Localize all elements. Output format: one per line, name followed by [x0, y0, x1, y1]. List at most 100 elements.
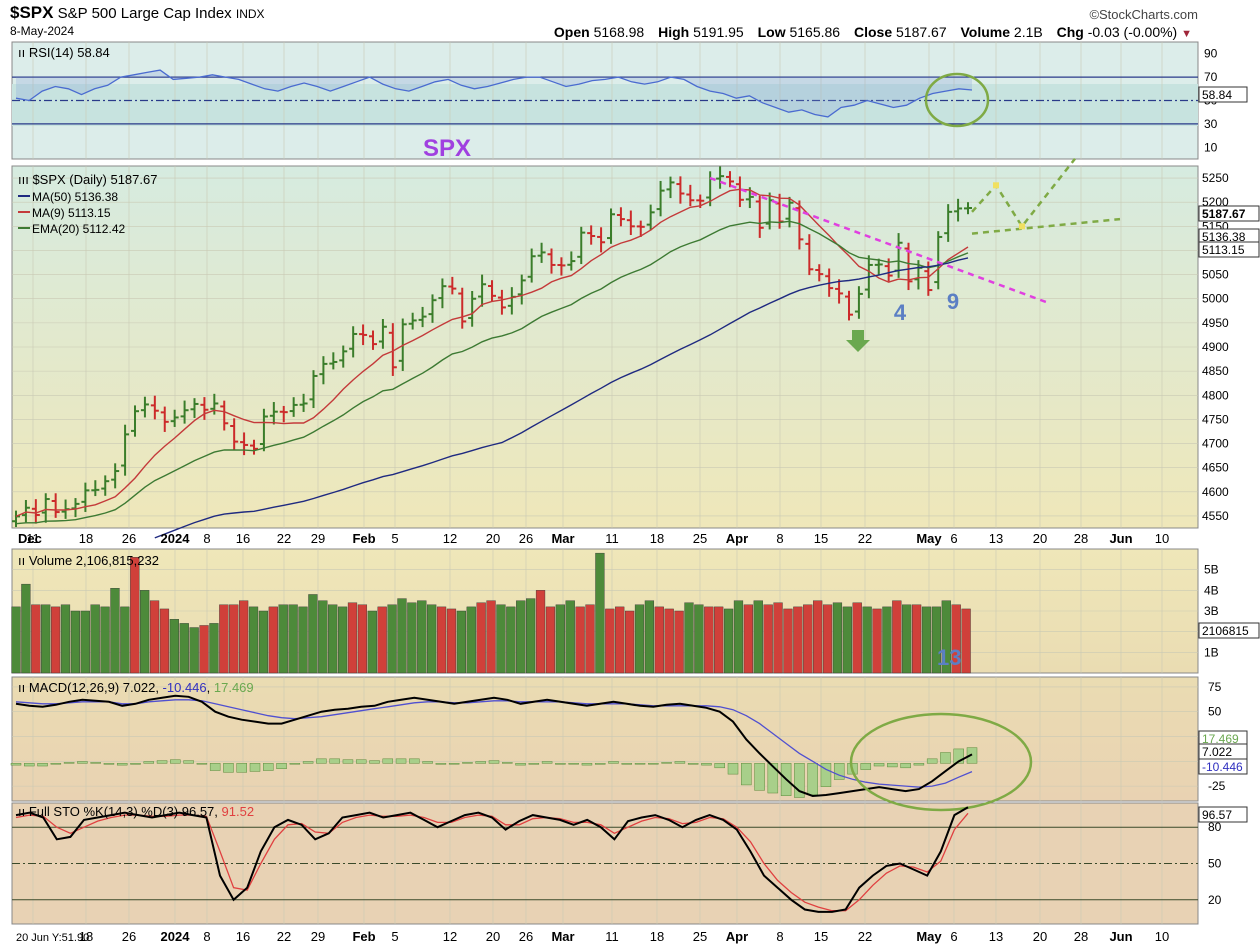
- ohlc-bar-18: [190, 398, 199, 418]
- volume-bar: [813, 600, 823, 674]
- sto-x-tick-label: 26: [519, 929, 533, 944]
- ohlc-bar-17: [180, 400, 189, 424]
- macd-histogram-bar: [953, 748, 964, 764]
- ohlc-chg-value: -0.03 (-0.00%): [1087, 24, 1178, 40]
- ohlc-bar-59: [597, 227, 606, 253]
- ohlc-bar-57: [577, 226, 586, 265]
- ohlc-bar-45: [458, 287, 467, 329]
- volume-bar: [347, 602, 358, 674]
- volume-bar: [822, 604, 833, 674]
- rsi-band: [12, 84, 1198, 126]
- projection-path-flat: [971, 217, 1121, 235]
- volume-bar: [555, 604, 565, 674]
- ohlc-bar-55: [557, 257, 566, 276]
- macd-histogram-bar: [528, 763, 540, 765]
- volume-bar: [387, 604, 397, 674]
- macd-histogram-bar: [634, 763, 646, 765]
- volume-bar: [407, 602, 417, 674]
- sto-title: ıı Full STO %K(14,3) %D(3) 96.57, 91.52: [18, 804, 254, 819]
- chart-marks: [10, 69, 1121, 913]
- ohlc-bar-25: [259, 408, 268, 452]
- sto-tick-label: 50: [1208, 857, 1222, 871]
- sto-k-line: [15, 806, 969, 913]
- volume-bar: [80, 610, 90, 674]
- macd-signal-line: [15, 699, 973, 788]
- volume-bar: [931, 606, 942, 674]
- volume-bar: [100, 606, 110, 674]
- volume-bar: [585, 604, 595, 674]
- ohlc-bar-4: [51, 493, 60, 518]
- volume-bar: [90, 604, 100, 674]
- macd-sep-2: ,: [207, 680, 214, 695]
- price-tick-label: 4800: [1202, 388, 1229, 402]
- projection-path-up: [971, 157, 1076, 229]
- chart-text: 5250520051505100505050004950490048504800…: [16, 45, 1260, 944]
- x-tick-label: 28: [1074, 531, 1088, 546]
- macd-panel: [11, 676, 1199, 802]
- ohlc-bar-78: [785, 196, 794, 228]
- chart-date: 8-May-2024: [10, 24, 75, 38]
- ohlc-bar-22: [230, 418, 239, 451]
- macd-tick-label: 50: [1208, 705, 1222, 719]
- macd-histogram-bar: [63, 762, 75, 764]
- ohlc-bar-13: [140, 396, 149, 418]
- sto-x-tick-label: 8: [203, 929, 210, 944]
- volume-bar: [624, 610, 635, 674]
- macd-histogram-bar: [24, 763, 35, 767]
- macd-histogram-bar: [342, 759, 354, 764]
- price-tag-box-2: [1198, 241, 1260, 258]
- sto-x-tick-label: 25: [693, 929, 707, 944]
- x-tick-label: 8: [776, 531, 783, 546]
- legend-entry: MA(9) 5113.15: [32, 206, 111, 220]
- macd-histogram-bar: [249, 763, 261, 772]
- rsi-circle-annotation: [924, 72, 990, 128]
- volume-bar: [189, 627, 199, 674]
- volume-bar: [941, 600, 951, 674]
- rsi-value-tag: 58.84: [1202, 88, 1232, 102]
- ohlc-bar-15: [160, 406, 169, 432]
- x-tick-label: 6: [950, 531, 957, 546]
- macd-histogram-bar: [555, 763, 566, 765]
- ohlc-bar-66: [666, 176, 675, 199]
- macd-histogram-bar: [701, 763, 712, 766]
- brand-label[interactable]: ©StockCharts.com: [1089, 7, 1198, 22]
- wave-9-label: 9: [947, 289, 959, 314]
- downtrend-annotation-line: [709, 176, 1049, 304]
- macd-histogram-bar: [289, 763, 301, 765]
- ohlc-bar-54: [547, 248, 556, 274]
- volume-bar: [456, 610, 466, 674]
- macd-tick-label: -25: [1208, 779, 1226, 793]
- chg-dropdown-icon[interactable]: ▼: [1181, 28, 1192, 40]
- sto-tag-box: [1198, 806, 1248, 823]
- panel-backgrounds: [11, 41, 1199, 925]
- volume-bar: [60, 604, 71, 674]
- volume-bar: [496, 604, 506, 674]
- ohlc-bar-29: [299, 393, 308, 412]
- buy-arrow-icon: [846, 330, 870, 352]
- volume-bar: [436, 606, 447, 674]
- sto-x-tick-label: Apr: [726, 929, 748, 944]
- sto-x-tick-label: 20: [1033, 929, 1047, 944]
- price-tick-label: 4650: [1202, 461, 1229, 475]
- macd-histogram-bar: [435, 763, 447, 765]
- ohlc-readout: Open 5168.98 High 5191.95 Low 5165.86 Cl…: [554, 24, 1192, 40]
- ohlc-bar-56: [567, 251, 576, 271]
- ohlc-bar-83: [835, 279, 844, 304]
- sto-tick-label: 80: [1208, 820, 1222, 834]
- macd-histogram-bar: [794, 763, 805, 798]
- volume-bar: [882, 606, 892, 674]
- sto-x-tick-label: 2024: [161, 929, 191, 944]
- macd-histogram-bar: [156, 760, 168, 764]
- rsi-tick-label: 90: [1204, 47, 1218, 61]
- ohlc-bar-72: [726, 171, 734, 188]
- x-tick-label: 13: [989, 531, 1003, 546]
- macd-histogram-bar: [741, 763, 752, 786]
- volume-bar: [130, 557, 140, 674]
- macd-histogram-bar: [236, 763, 247, 773]
- sto-x-tick-label: 20 Jun Y:51.90: [16, 932, 89, 944]
- ema20-line: [15, 220, 969, 525]
- ohlc-open-value: 5168.98: [593, 24, 645, 40]
- volume-value-tag: 2106815: [1202, 624, 1249, 638]
- price-tick-label: 4900: [1202, 340, 1229, 354]
